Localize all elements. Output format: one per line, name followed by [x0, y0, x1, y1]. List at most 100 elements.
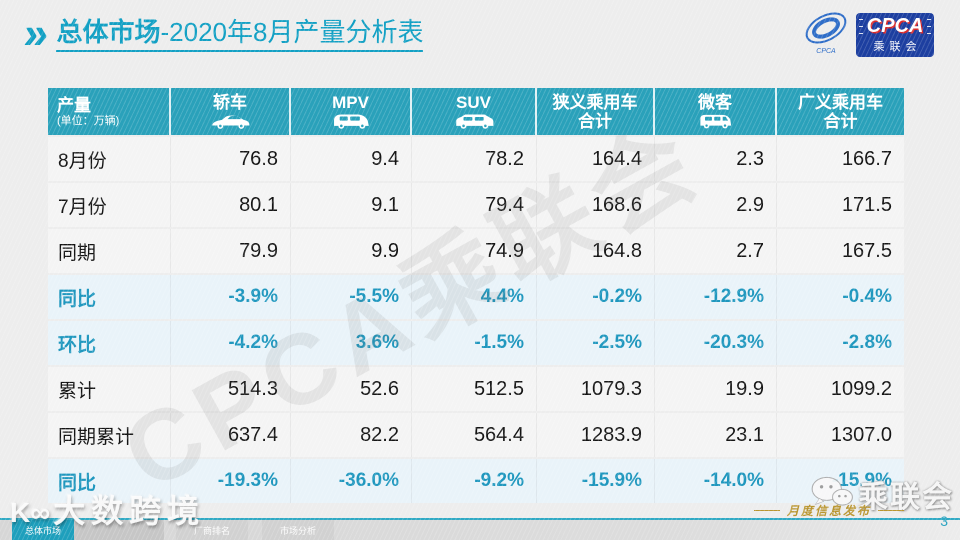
wechat-watermark: 乘联会: [809, 472, 954, 516]
table-row: 环比 -4.2% 3.6% -1.5% -2.5% -20.3% -2.8%: [48, 321, 904, 365]
value-cell: 74.9: [412, 229, 537, 273]
value-cell: -15.9%: [831, 470, 892, 491]
k-infinity-logo: K∞: [10, 497, 51, 528]
value-cell: 1099.2: [830, 377, 892, 400]
value-cell: 82.2: [291, 413, 412, 457]
row-label: 累计: [48, 367, 171, 411]
value-cell: -20.3%: [655, 321, 777, 365]
value-cell: 1283.9: [537, 413, 655, 457]
value-cell: -0.2%: [537, 275, 655, 319]
row-label: 同比: [48, 459, 171, 503]
value-cell: 564.4: [412, 413, 537, 457]
column-label-line2: 合计: [823, 111, 858, 131]
cpca-acronym: CPCA: [862, 15, 928, 36]
value-cell: 9.4: [291, 137, 412, 181]
column-label-line2: 合计: [578, 111, 612, 131]
mpv-icon: [330, 112, 372, 130]
value-cell: 19.9: [655, 367, 777, 411]
table-row: 同期累计 637.4 82.2 564.4 1283.9 23.1 1307.0: [48, 413, 904, 457]
value-cell: 76.8: [171, 137, 291, 181]
value-cell: 3.6%: [291, 321, 412, 365]
table-header-row: 产量 (单位：万辆) 轿车 MPV SUV 狭义乘用车 合计 微客 广义乘用车 合计: [48, 88, 904, 135]
value-cell: -12.9%: [655, 275, 777, 319]
table-row: 同比 -3.9% -5.5% 4.4% -0.2% -12.9% -0.4%: [48, 275, 904, 319]
footer-tab-市场分析[interactable]: 市场分析: [262, 520, 334, 540]
value-cell: -36.0%: [291, 459, 412, 503]
value-cell: -2.5%: [537, 321, 655, 365]
row-label: 7月份: [48, 183, 171, 227]
value-cell: 2.7: [655, 229, 777, 273]
value-cell: -0.4%: [842, 286, 892, 307]
value-cell: 80.1: [171, 183, 291, 227]
column-header: 轿车: [171, 88, 291, 135]
column-label: 微客: [698, 93, 732, 112]
column-label: 广义乘用车: [798, 92, 883, 112]
production-label: 产量: [57, 95, 91, 115]
value-cell: -19.3%: [171, 459, 291, 503]
value-cell: 1307.0: [830, 423, 892, 446]
value-cell: 171.5: [841, 193, 892, 216]
table-row: 累计 514.3 52.6 512.5 1079.3 19.9 1099.2: [48, 367, 904, 411]
value-cell: 23.1: [655, 413, 777, 457]
value-cell: 164.8: [537, 229, 655, 273]
value-cell: 167.5: [841, 239, 892, 262]
sedan-icon: [209, 112, 251, 130]
value-cell: -9.2%: [412, 459, 537, 503]
value-cell: 1079.3: [537, 367, 655, 411]
production-unit: (单位：万辆): [57, 114, 120, 127]
value-cell: 637.4: [171, 413, 291, 457]
table-row: 7月份 80.1 9.1 79.4 168.6 2.9 171.5: [48, 183, 904, 227]
value-cell: 79.4: [412, 183, 537, 227]
value-cell: -5.5%: [291, 275, 412, 319]
value-cell: -15.9%: [537, 459, 655, 503]
value-cell: 2.3: [655, 137, 777, 181]
wechat-watermark-text: 乘联会: [858, 481, 954, 514]
value-cell: 164.4: [537, 137, 655, 181]
footer-tab-hidden[interactable]: [74, 520, 164, 540]
value-cell: 9.1: [291, 183, 412, 227]
footer-nav: 总体市场 厂商排名 市场分析: [0, 518, 960, 540]
cpca-name: 乘联会: [873, 40, 922, 53]
table-row: 同比 -19.3% -36.0% -9.2% -15.9% -14.0% -15.9%: [48, 459, 904, 503]
footer-tabs: 总体市场 厂商排名 市场分析: [0, 520, 960, 540]
row-label: 同比: [48, 275, 171, 319]
column-header: 狭义乘用车 合计: [537, 88, 655, 135]
value-cell: -4.2%: [171, 321, 291, 365]
column-header: MPV: [291, 88, 412, 135]
value-cell: 168.6: [537, 183, 655, 227]
title-emphasis: 总体市场: [56, 16, 161, 47]
footer-tab-总体市场[interactable]: 总体市场: [12, 520, 74, 540]
column-header: SUV: [412, 88, 537, 135]
table-row: 8月份 76.8 9.4 78.2 164.4 2.3 166.7: [48, 137, 904, 181]
column-header: 广义乘用车 合计: [777, 88, 904, 135]
bottom-left-watermark: K∞ 大数跨境: [10, 486, 205, 532]
value-cell: -2.8%: [842, 332, 892, 353]
row-label: 环比: [48, 321, 171, 365]
value-cell: 512.5: [412, 367, 537, 411]
production-table: 产量 (单位：万辆) 轿车 MPV SUV 狭义乘用车 合计 微客 广义乘用车 合计 8月份 76.8…: [48, 88, 904, 505]
slide-title-row: » 总体市场-2020年8月产量分析表: [21, 9, 424, 58]
value-cell: 79.9: [171, 229, 291, 273]
dash-left: [753, 510, 780, 511]
cpca-logo: CPCA CPCA 乘联会: [801, 8, 934, 61]
double-chevron-icon: »: [21, 9, 52, 58]
column-label: 狭义乘用车: [552, 92, 638, 112]
value-cell: -3.9%: [171, 275, 291, 319]
page-number: 3: [940, 513, 948, 529]
row-label: 同期: [48, 229, 171, 273]
value-cell: 78.2: [412, 137, 537, 181]
title-rest: -2020年8月产量分析表: [160, 16, 424, 47]
column-header-production: 产量 (单位：万辆): [48, 88, 171, 135]
microvan-icon: [695, 112, 735, 130]
suv-icon: [453, 112, 495, 130]
dash-right: [878, 510, 904, 511]
value-cell: 9.9: [291, 229, 412, 273]
publication-label: 月度信息发布: [753, 502, 904, 519]
footer-tab-厂商排名[interactable]: 厂商排名: [176, 520, 248, 540]
cpca-mark-caption: CPCA: [816, 48, 836, 55]
value-cell: 4.4%: [412, 275, 537, 319]
cpca-logo-box: CPCA 乘联会: [856, 12, 934, 57]
column-label: 轿车: [213, 93, 247, 112]
value-cell: 52.6: [291, 367, 412, 411]
column-label: MPV: [332, 93, 369, 112]
